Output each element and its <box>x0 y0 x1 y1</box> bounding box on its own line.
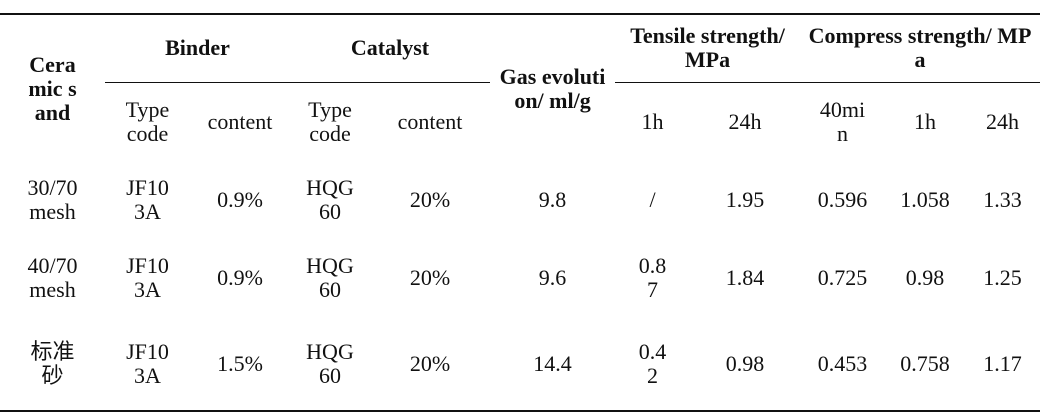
table-cell: 20% <box>409 265 451 290</box>
data-table: Ceramic sand Binder Catalyst Gas evoluti… <box>0 13 1040 412</box>
table-cell: 1.058 <box>900 187 950 212</box>
table-cell: 0.98 <box>690 318 801 412</box>
table-cell: 1.95 <box>725 187 765 212</box>
table-cell: 1.84 <box>725 265 765 290</box>
subheader-cell: Type code <box>308 97 352 147</box>
table-cell: 0.596 <box>817 187 868 212</box>
header-cell: Gas evolution/ ml/g <box>499 63 606 113</box>
header-cell: Tensile strength/MPa <box>615 14 801 83</box>
table-cell: 20% <box>370 318 491 412</box>
subheader-cell: 24h <box>728 109 762 135</box>
table-cell: 30/70 mesh <box>27 175 78 224</box>
subheader-cell: 1h <box>641 109 664 135</box>
subheader-cell: content <box>207 109 273 135</box>
table-row: 40/70 mesh JF103A 0.9% HQG60 20% 9.6 0.87 1.84 0… <box>0 238 1040 318</box>
table-body: 30/70 mesh JF103A 0.9% HQG60 20% 9.8/1.95 0.59… <box>0 162 1040 412</box>
table-cell: 0.725 <box>817 265 868 290</box>
table-cell: 9.8 <box>538 187 567 212</box>
table-cell: / <box>649 187 656 212</box>
table-cell: 0.453 <box>800 318 886 412</box>
subheader-cell: 24h <box>986 109 1020 135</box>
table-cell: 1.25 <box>983 265 1022 290</box>
table-cell: HQG60 <box>306 253 354 302</box>
subheader-cell: content <box>397 109 463 135</box>
table-cell: 0.42 <box>615 318 691 412</box>
table-cell: 1.5% <box>190 318 291 412</box>
table-cell: JF103A <box>126 253 169 302</box>
table-cell: 0.9% <box>217 187 263 212</box>
table-cell: 0.758 <box>885 318 966 412</box>
table-row: 标准砂 JF103A 1.5% HQG60 20% 14.4 0.42 0.98 0.453 0.… <box>0 318 1040 412</box>
table-cell: 14.4 <box>490 318 616 412</box>
header-cell: Ceramic sand <box>28 51 77 125</box>
table-cell: 标准砂 <box>0 318 105 412</box>
table-cell: 40/70 mesh <box>27 253 78 302</box>
table-cell: 0.9% <box>217 265 263 290</box>
table-cell: 0.87 <box>638 253 667 302</box>
header-cell: Compress strength/ MPa <box>800 14 1040 83</box>
table-cell: JF103A <box>126 175 169 224</box>
table-cell: JF103A <box>105 318 190 412</box>
subheader-cell: 1h <box>914 109 937 135</box>
table-cell: 1.33 <box>983 187 1022 212</box>
header-cell: Catalyst <box>290 14 491 83</box>
table-cell: 9.6 <box>538 265 567 290</box>
subheader-row: Type code content Type code content 1h 24h 40m… <box>0 82 1040 162</box>
table-cell: 20% <box>409 187 451 212</box>
table-row: 30/70 mesh JF103A 0.9% HQG60 20% 9.8 / 1.95 0.59… <box>0 162 1040 238</box>
subheader-cell: 40min <box>819 97 866 147</box>
subheader-cell: Type code <box>125 97 170 147</box>
table-cell: 1.17 <box>965 318 1040 412</box>
table-cell: 0.98 <box>905 265 945 290</box>
table-cell: HQG60 <box>290 318 371 412</box>
header-cell: Binder <box>105 14 291 83</box>
table-cell: HQG60 <box>306 175 354 224</box>
